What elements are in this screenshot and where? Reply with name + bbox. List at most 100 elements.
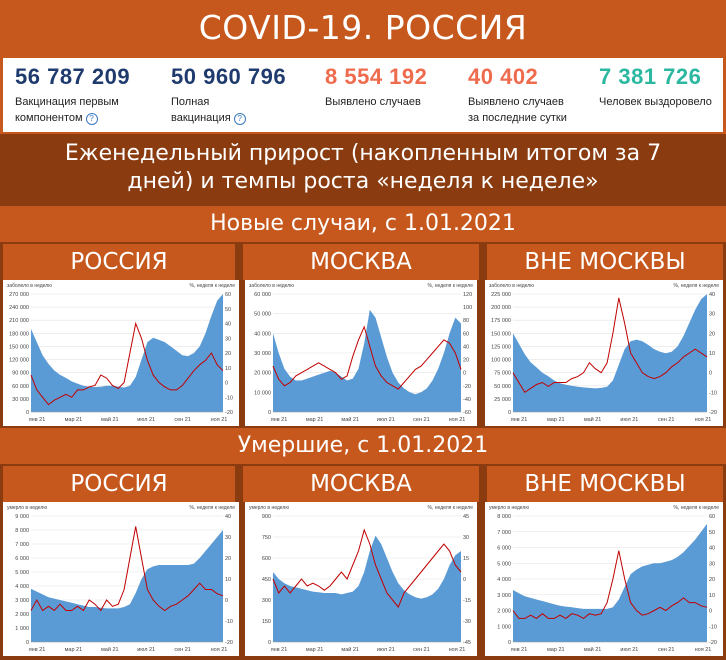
- stat-label: Вакцинация первым: [15, 96, 119, 108]
- x-tick-label: ноя 21: [211, 417, 228, 423]
- x-tick-label: янв 21: [511, 417, 528, 423]
- area-series: [31, 530, 223, 642]
- x-tick-label: сен 21: [658, 417, 675, 423]
- stat-label: Выявлено случаев: [468, 96, 564, 108]
- x-tick-label: май 21: [584, 416, 602, 423]
- weekly-line2: дней) и темпы роста «неделя к неделе»: [127, 169, 599, 194]
- area-series: [273, 309, 461, 412]
- y-tick-label: 10 000: [254, 390, 271, 396]
- info-icon[interactable]: ?: [233, 113, 246, 125]
- x-tick-label: июл 21: [377, 417, 395, 423]
- region-label-moscow: МОСКВА: [243, 244, 479, 280]
- y-tick-label: 1 000: [497, 624, 511, 630]
- y-tick-label: 30 000: [254, 351, 271, 357]
- y2-tick-label: 50: [225, 307, 231, 313]
- y-tick-label: 3 000: [15, 598, 29, 604]
- y-tick-label: 270 000: [9, 292, 29, 298]
- y2-tick-label: -10: [709, 390, 717, 396]
- chart-cases-moscow: заболело в неделю %, неделя к неделе 0 10 0…: [249, 283, 473, 423]
- y-axis-label: заболело в неделю: [249, 283, 294, 289]
- x-tick-label: июл 21: [137, 647, 155, 653]
- x-tick-label: сен 21: [413, 417, 430, 423]
- y-tick-label: 5 000: [15, 570, 29, 576]
- y-tick-label: 180 000: [9, 331, 29, 337]
- y-tick-label: 3 000: [497, 593, 511, 599]
- x-tick-label: июл 21: [377, 647, 395, 653]
- y2-tick-label: 0: [709, 609, 712, 615]
- y-tick-label: 8 000: [497, 514, 511, 520]
- y2-tick-label: 15: [463, 556, 469, 562]
- y2-tick-label: 45: [463, 514, 469, 520]
- y-tick-label: 0: [26, 640, 29, 646]
- y-tick-label: 5 000: [497, 561, 511, 567]
- y2-tick-label: 20: [463, 358, 469, 364]
- stat-cases-day: 40 402 Выявлено случаев за последние сутк…: [468, 64, 567, 126]
- x-tick-label: сен 21: [658, 647, 675, 653]
- x-tick-label: июл 21: [620, 647, 638, 653]
- x-tick-label: ноя 21: [695, 647, 712, 653]
- y-tick-label: 210 000: [9, 318, 29, 324]
- y2-tick-label: 30: [709, 312, 715, 318]
- y2-tick-label: 0: [463, 577, 466, 583]
- y2-tick-label: 60: [463, 331, 469, 337]
- y2-tick-label: -30: [463, 619, 471, 625]
- weekly-line1: Еженедельный прирост (накопленным итогом…: [64, 141, 662, 166]
- y-tick-label: 8 000: [15, 528, 29, 534]
- x-tick-label: мар 21: [306, 417, 324, 423]
- y-tick-label: 50 000: [254, 312, 271, 318]
- stat-value: 7 381 726: [599, 64, 702, 89]
- region-label-russia: РОССИЯ: [3, 466, 235, 502]
- stat-recovered: 7 381 726 Человек выздоровело: [599, 64, 712, 110]
- x-tick-label: май 21: [101, 646, 119, 653]
- section-deaths-title: Умершие, с 1.01.2021: [0, 428, 726, 464]
- x-tick-label: янв 21: [271, 417, 288, 423]
- x-tick-label: июл 21: [620, 417, 638, 423]
- x-tick-label: сен 21: [174, 647, 191, 653]
- chart-deaths-russia: умерло в неделю %, неделя к неделе 0 1 000 2…: [7, 505, 235, 653]
- y2-tick-label: -45: [463, 640, 471, 646]
- x-tick-label: май 21: [101, 416, 119, 423]
- stat-value: 8 554 192: [325, 64, 428, 89]
- stat-label: компонентом: [15, 112, 83, 124]
- y-axis-label: умерло в неделю: [489, 505, 529, 511]
- x-tick-label: мар 21: [65, 417, 83, 423]
- stats-panel: 56 787 209 Вакцинация первым компонентом …: [3, 58, 723, 132]
- y-tick-label: 150 000: [9, 344, 29, 350]
- y2-tick-label: 80: [463, 318, 469, 324]
- chart-deaths-outside-moscow: умерло в неделю %, неделя к неделе 0 1 000 2…: [489, 505, 719, 653]
- stat-label: Человек выздоровело: [599, 96, 712, 108]
- x-tick-label: янв 21: [511, 647, 528, 653]
- y2-tick-label: 10: [225, 366, 231, 372]
- area-series: [31, 294, 223, 412]
- weekly-subtitle: Еженедельный прирост (накопленным итогом…: [0, 134, 726, 206]
- x-tick-label: май 21: [584, 646, 602, 653]
- x-tick-label: мар 21: [65, 647, 83, 653]
- y-axis-label: умерло в неделю: [249, 505, 289, 511]
- y-tick-label: 600: [262, 556, 271, 562]
- x-tick-label: сен 21: [413, 647, 430, 653]
- y2-tick-label: -10: [225, 395, 233, 401]
- y2-tick-label: 0: [225, 598, 228, 604]
- y2-tick-label: -10: [709, 624, 717, 630]
- y-tick-label: 2 000: [497, 609, 511, 615]
- stat-label: Полная: [171, 96, 210, 108]
- y-tick-label: 90 000: [12, 371, 29, 377]
- area-series: [513, 523, 707, 642]
- stat-label: за последние сутки: [468, 112, 567, 124]
- y2-tick-label: -40: [463, 397, 471, 403]
- y-tick-label: 6 000: [15, 556, 29, 562]
- y-axis-label: умерло в неделю: [7, 505, 47, 511]
- y-tick-label: 6 000: [497, 546, 511, 552]
- y-tick-label: 25 000: [494, 397, 511, 403]
- chart-panel: умерло в неделю %, неделя к неделе 0 1 000 2…: [3, 502, 239, 656]
- y2-tick-label: -60: [463, 410, 471, 416]
- chart-panel: умерло в неделю %, неделя к неделе 0 1 000 2…: [485, 502, 723, 656]
- section-cases-title: Новые случаи, с 1.01.2021: [0, 206, 726, 242]
- y-tick-label: 7 000: [15, 542, 29, 548]
- y-tick-label: 9 000: [15, 514, 29, 520]
- y2-tick-label: 0: [225, 381, 228, 387]
- y2-tick-label: 20: [709, 577, 715, 583]
- info-icon[interactable]: ?: [85, 113, 98, 125]
- stat-vaccinated-first: 56 787 209 Вакцинация первым компонентом …: [15, 64, 130, 126]
- chart-panel: умерло в неделю%, неделя к неделе 0 150 300…: [245, 502, 477, 656]
